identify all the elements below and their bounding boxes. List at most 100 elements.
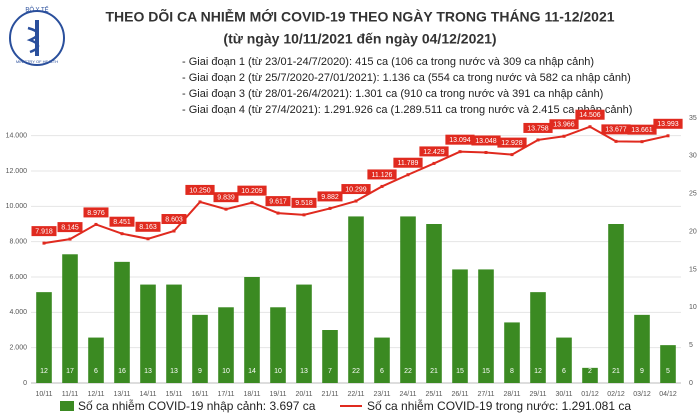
bar [660,345,676,383]
bar-value-label: 2 [588,368,592,375]
bar [192,314,208,383]
value-label-box [161,214,187,225]
bar [374,337,390,383]
y-tick-label: 4.000 [9,309,27,316]
x-tick-label: 12/11 [88,391,105,398]
bar-value-label: 22 [404,368,412,375]
line-value-label: 13.993 [657,121,679,128]
bar [62,254,78,383]
x-tick-label: 15/11 [166,391,183,398]
bar-value-label: 13 [300,368,308,375]
bar [36,292,52,383]
value-label-box [341,184,371,195]
bar [270,307,286,383]
line-value-label: 9.882 [321,194,339,201]
value-label-box [367,169,397,180]
line-value-label: 12.928 [501,140,523,147]
line-value-label: 10.299 [345,186,367,193]
bar [88,337,104,383]
value-label-box [135,221,161,232]
x-tick-label: 03/12 [633,391,651,398]
line-value-label: 8.976 [87,210,105,217]
chart-title: THEO DÕI CA NHIỄM MỚI COVID-19 THEO NGÀY… [105,8,614,25]
value-label-box [497,137,527,148]
value-label-box [291,197,317,208]
bar-value-label: 9 [198,368,202,375]
point [380,184,384,188]
point [146,237,150,241]
bar [582,367,598,383]
y-tick-label: 2.000 [9,345,27,352]
value-label-box [317,191,343,202]
line-value-label: 14.506 [579,112,601,119]
point [120,232,124,236]
note: - Giai đoạn 4 (từ 27/4/2021): 1.291.926 … [182,104,632,116]
bar [504,322,520,383]
point [198,200,202,204]
y2-tick-label: 30 [689,153,697,160]
point [562,134,566,138]
bar-value-label: 9 [640,368,644,375]
point [588,125,592,129]
x-tick-label: 28/11 [504,391,521,398]
point [406,173,410,177]
bar-value-label: 17 [66,368,74,375]
x-tick-label: 21/11 [322,391,339,398]
legend-label: Số ca nhiễm COVID-19 trong nước: 1.291.0… [367,398,631,413]
line-value-label: 10.250 [189,187,211,194]
bar-value-label: 5 [666,368,670,375]
line-value-label: 9.518 [295,200,313,207]
bar [530,292,546,383]
point [640,140,644,144]
point [484,150,488,154]
x-tick-label: 01/12 [581,391,599,398]
line-value-label: 8.145 [61,224,79,231]
value-label-box [393,157,423,168]
point [510,153,514,157]
x-tick-label: 11/11 [62,391,79,398]
logo: BỘ Y TẾ MINISTRY OF HEALTH [9,7,65,66]
bar [244,277,260,383]
bar-value-label: 21 [430,368,438,375]
x-tick-label: 23/11 [374,391,391,398]
bar [452,269,468,383]
logo-caption: MINISTRY OF HEALTH [16,59,58,64]
bar [218,307,234,383]
value-label-box [653,118,683,129]
x-tick-label: 14/11 [140,391,157,398]
line-value-label: 7.918 [35,228,53,235]
bar-value-label: 7 [328,368,332,375]
value-label-box [575,109,605,120]
bar [166,284,182,383]
legend-label: Số ca nhiễm COVID-19 nhập cảnh: 3.697 ca [78,398,316,413]
point [94,222,98,226]
bar-value-label: 22 [352,368,360,375]
logo-staff [35,20,39,56]
bar-value-label: 14 [248,368,256,375]
y2-tick-label: 15 [689,266,697,273]
x-tick-label: 10/11 [36,391,53,398]
note: - Giai đoạn 2 (từ 25/7/2020-27/01/2021):… [182,72,631,84]
bar-value-label: 12 [534,368,542,375]
bar [322,330,338,383]
bar [634,314,650,383]
point [536,138,540,142]
point [250,201,254,205]
value-label-box [83,207,109,218]
x-tick-label: 17/11 [218,391,235,398]
y-tick-label: 14.000 [6,133,28,140]
point [68,237,72,241]
x-tick-label: 16/11 [192,391,209,398]
x-tick-label: 26/11 [452,391,469,398]
bar [296,284,312,383]
point [328,206,332,210]
chart-subtitle: (từ ngày 10/11/2021 đến ngày 04/12/2021) [223,31,496,47]
bar-value-label: 6 [94,368,98,375]
bar-value-label: 8 [510,368,514,375]
bar [556,337,572,383]
bar [426,224,442,383]
line-value-label: 9.617 [269,198,287,205]
legend-swatch [60,401,74,411]
value-label-box [237,185,267,196]
bar-value-label: 15 [482,368,490,375]
